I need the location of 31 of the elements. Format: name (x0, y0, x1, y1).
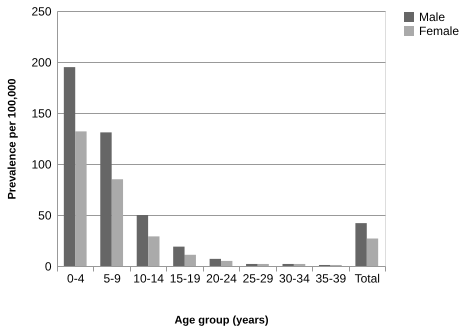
legend-label: Male (419, 10, 446, 24)
bar (64, 67, 76, 266)
x-tick-label: 5-9 (103, 272, 122, 286)
x-tick-label: 15-19 (170, 272, 201, 286)
x-tick-label: 30-34 (279, 272, 310, 286)
bar (100, 132, 112, 266)
x-tick-label: Total (354, 272, 380, 286)
bar (210, 258, 221, 266)
x-axis-title: Age group (years) (174, 314, 269, 326)
x-tick-label: 20-24 (206, 272, 238, 286)
bar (136, 215, 148, 266)
bar (184, 254, 196, 266)
legend-label: Female (419, 24, 460, 38)
x-tick-label: 35-39 (315, 272, 346, 286)
x-tick-label: 25-29 (242, 272, 274, 286)
y-axis-title: Prevalence per 100,000 (6, 78, 18, 200)
y-tick-label: 200 (31, 56, 52, 70)
bar (355, 223, 367, 266)
y-tick-label: 100 (31, 158, 52, 172)
y-tick-label: 150 (31, 106, 52, 120)
bar (221, 260, 232, 266)
y-tick-label: 50 (38, 208, 52, 222)
x-tick-label: 10-14 (133, 272, 164, 286)
x-tick-label: 0-4 (67, 272, 85, 286)
y-tick-label: 0 (44, 260, 52, 274)
bar (75, 131, 87, 266)
bar (112, 179, 124, 266)
bar (148, 236, 160, 266)
y-tick-label: 250 (31, 4, 52, 18)
bar (173, 246, 185, 266)
bar (366, 238, 378, 266)
